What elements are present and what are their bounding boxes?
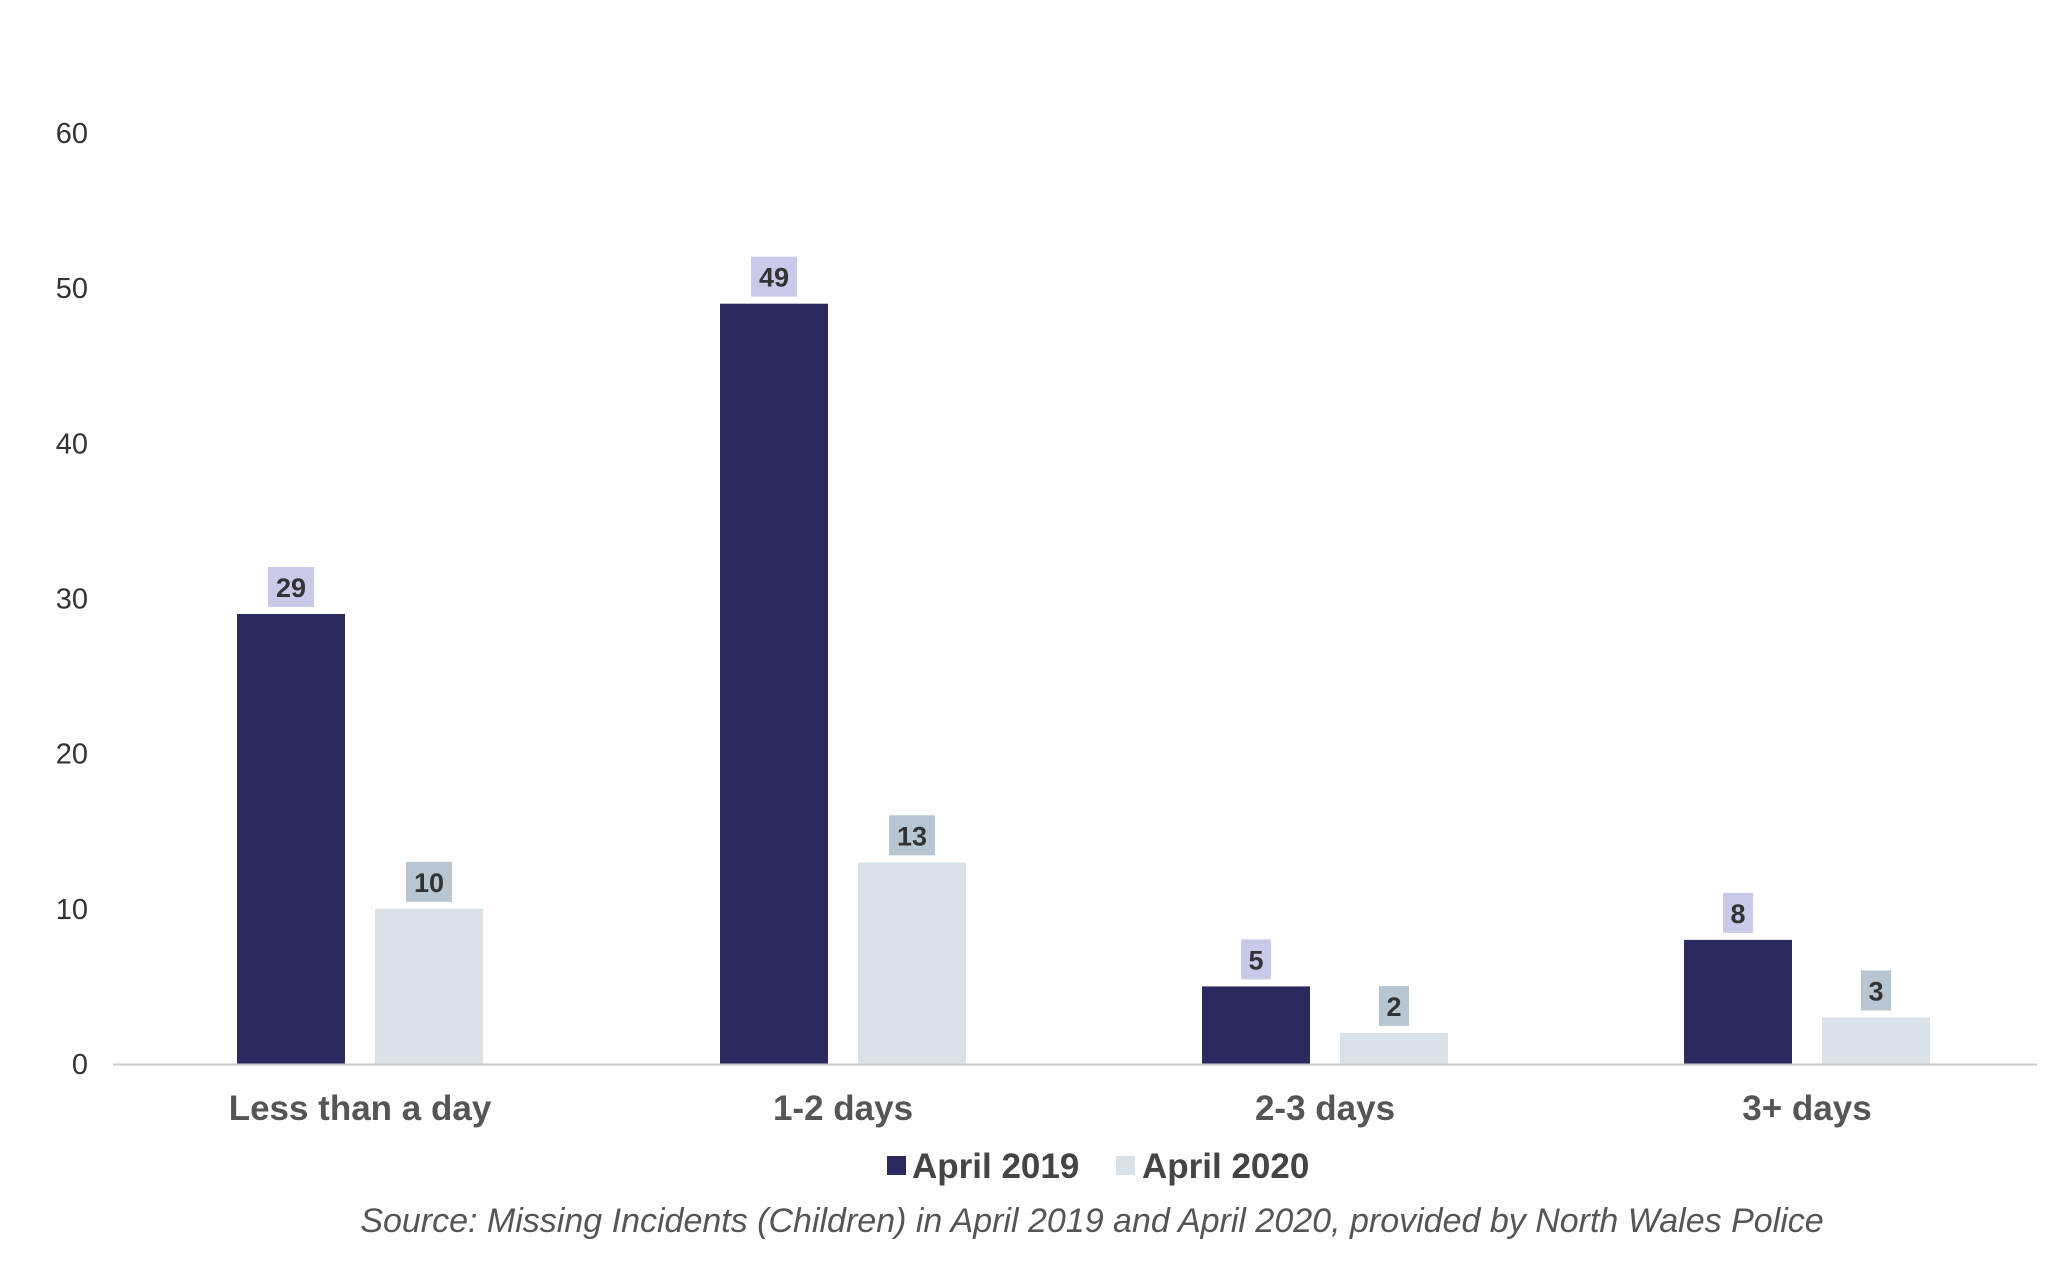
data-label: 10	[414, 868, 444, 898]
legend: April 2019 April 2020	[887, 1147, 1309, 1186]
x-tick-label: 2-3 days	[1255, 1089, 1395, 1128]
data-label-box	[889, 815, 935, 856]
data-labels-layer: 29 10 49 13 5 2 8 3	[268, 256, 1891, 1026]
bar-april-2020	[1822, 1017, 1930, 1064]
data-label-box	[268, 567, 314, 608]
x-tick-label: 1-2 days	[773, 1089, 913, 1128]
bar-april-2019	[237, 614, 345, 1064]
legend-swatch	[887, 1156, 906, 1175]
bar-april-2020	[375, 908, 483, 1064]
y-tick-label: 10	[56, 894, 88, 926]
data-label: 49	[759, 263, 789, 293]
y-tick-label: 30	[56, 584, 88, 616]
data-label-box	[1861, 970, 1891, 1011]
data-label: 2	[1386, 992, 1401, 1022]
bars-layer	[237, 303, 1930, 1064]
data-label: 8	[1730, 899, 1745, 929]
bar-april-2019	[1684, 939, 1792, 1064]
data-label-box	[751, 256, 797, 297]
data-label-box	[1379, 985, 1409, 1026]
y-tick-label: 50	[56, 273, 88, 305]
data-label: 5	[1248, 945, 1263, 975]
legend-label: April 2020	[1142, 1147, 1309, 1186]
y-tick-label: 40	[56, 428, 88, 460]
y-tick-label: 20	[56, 739, 88, 771]
bar-april-2020	[1340, 1032, 1448, 1064]
data-label-box	[406, 861, 452, 902]
legend-swatch	[1116, 1156, 1135, 1175]
data-label: 3	[1868, 976, 1883, 1006]
bar-april-2019	[720, 303, 828, 1064]
legend-label: April 2019	[912, 1147, 1079, 1186]
data-label: 29	[276, 573, 306, 603]
data-label-box	[1241, 939, 1271, 980]
y-axis: 0 10 20 30 40 50 60	[56, 118, 88, 1081]
bar-april-2020	[858, 862, 966, 1064]
x-tick-label: 3+ days	[1742, 1089, 1871, 1128]
y-tick-label: 60	[56, 118, 88, 150]
x-axis: Less than a day 1-2 days 2-3 days 3+ days	[229, 1089, 1872, 1128]
data-label: 13	[897, 821, 927, 851]
source-note: Source: Missing Incidents (Children) in …	[360, 1202, 1823, 1240]
x-tick-label: Less than a day	[229, 1089, 492, 1128]
data-label-box	[1723, 892, 1753, 933]
bar-april-2019	[1202, 986, 1310, 1064]
y-tick-label: 0	[72, 1049, 88, 1081]
